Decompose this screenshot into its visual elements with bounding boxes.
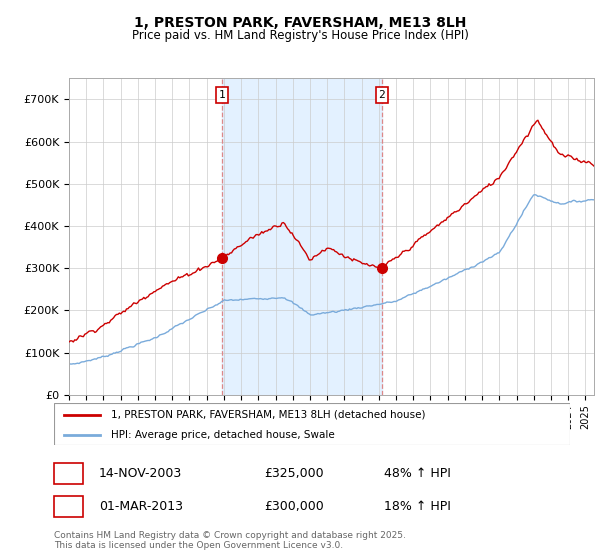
Text: Price paid vs. HM Land Registry's House Price Index (HPI): Price paid vs. HM Land Registry's House … (131, 29, 469, 42)
Text: £325,000: £325,000 (264, 466, 323, 480)
Text: 14-NOV-2003: 14-NOV-2003 (99, 466, 182, 480)
Text: 2: 2 (64, 500, 73, 514)
Bar (221, 78, 382, 395)
Text: 1: 1 (218, 90, 225, 100)
Text: 1: 1 (64, 466, 73, 480)
Text: HPI: Average price, detached house, Swale: HPI: Average price, detached house, Swal… (111, 430, 335, 440)
Text: Contains HM Land Registry data © Crown copyright and database right 2025.
This d: Contains HM Land Registry data © Crown c… (54, 531, 406, 550)
Text: 48% ↑ HPI: 48% ↑ HPI (384, 466, 451, 480)
Text: 18% ↑ HPI: 18% ↑ HPI (384, 500, 451, 514)
FancyBboxPatch shape (54, 403, 570, 445)
Text: 01-MAR-2013: 01-MAR-2013 (99, 500, 183, 514)
Text: 1, PRESTON PARK, FAVERSHAM, ME13 8LH (detached house): 1, PRESTON PARK, FAVERSHAM, ME13 8LH (de… (111, 410, 425, 420)
Text: 2: 2 (379, 90, 385, 100)
Text: £300,000: £300,000 (264, 500, 324, 514)
Text: 1, PRESTON PARK, FAVERSHAM, ME13 8LH: 1, PRESTON PARK, FAVERSHAM, ME13 8LH (134, 16, 466, 30)
